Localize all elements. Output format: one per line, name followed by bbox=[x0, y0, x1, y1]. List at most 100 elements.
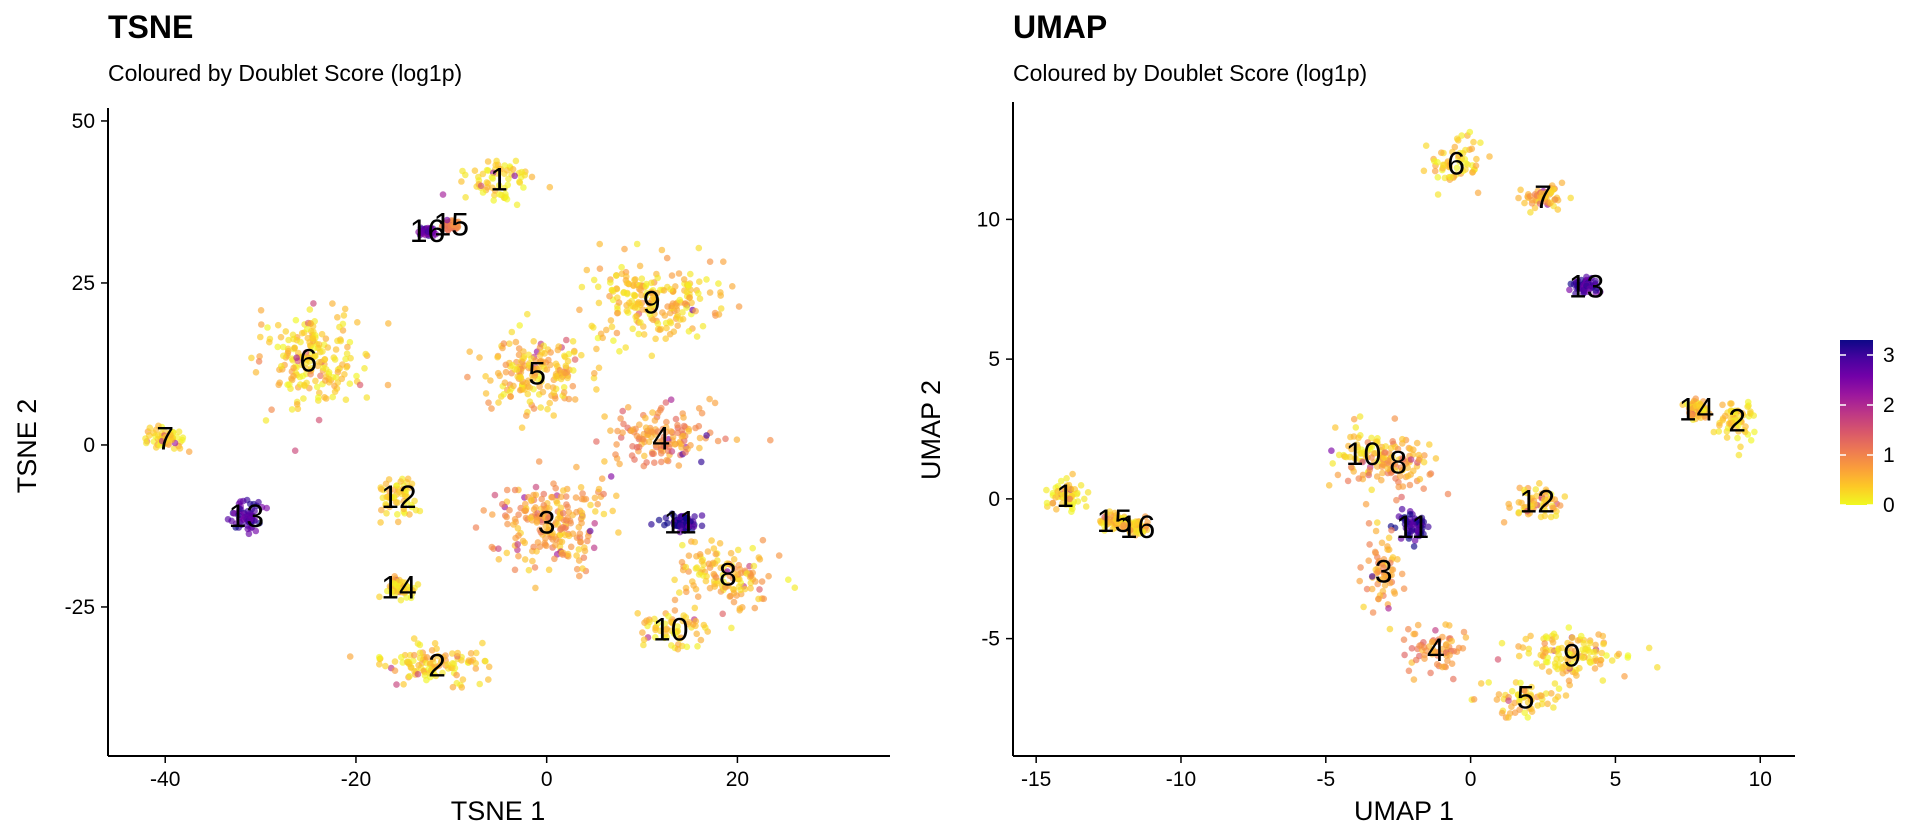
data-point bbox=[635, 443, 643, 451]
data-point bbox=[1596, 660, 1604, 668]
data-point bbox=[1386, 625, 1394, 633]
data-point bbox=[767, 436, 774, 444]
data-point bbox=[695, 405, 703, 412]
data-point bbox=[544, 405, 551, 413]
data-point bbox=[1366, 541, 1373, 548]
data-point bbox=[1735, 451, 1743, 459]
data-point bbox=[337, 337, 345, 345]
data-point bbox=[1397, 464, 1405, 471]
data-point bbox=[312, 352, 319, 360]
data-point bbox=[307, 370, 314, 378]
data-point bbox=[614, 427, 621, 435]
data-point bbox=[1555, 685, 1563, 692]
data-point bbox=[406, 484, 414, 491]
data-point bbox=[658, 458, 665, 466]
data-point bbox=[397, 596, 405, 604]
data-point bbox=[1356, 413, 1364, 420]
data-point bbox=[300, 395, 307, 402]
data-point bbox=[291, 344, 298, 352]
data-point bbox=[346, 380, 354, 388]
data-point bbox=[258, 321, 265, 328]
data-point bbox=[439, 191, 447, 198]
data-point bbox=[1357, 564, 1364, 571]
data-point bbox=[576, 306, 583, 314]
data-point bbox=[1552, 512, 1560, 520]
data-point bbox=[306, 306, 314, 313]
data-point bbox=[524, 310, 531, 318]
data-point bbox=[1434, 191, 1442, 198]
data-point bbox=[1531, 500, 1538, 508]
data-point bbox=[1353, 441, 1361, 448]
data-point bbox=[607, 427, 614, 435]
data-point bbox=[400, 587, 407, 594]
data-point bbox=[622, 344, 629, 351]
data-point bbox=[717, 289, 724, 296]
data-point bbox=[438, 658, 445, 665]
data-point bbox=[1359, 458, 1366, 466]
data-point bbox=[307, 320, 315, 328]
data-point bbox=[1621, 673, 1628, 680]
data-point bbox=[458, 178, 465, 185]
data-point bbox=[679, 315, 687, 323]
data-point bbox=[1446, 651, 1453, 659]
data-point bbox=[517, 373, 524, 381]
data-point bbox=[569, 382, 577, 390]
data-point bbox=[638, 291, 645, 299]
data-point bbox=[382, 502, 390, 509]
data-point bbox=[1396, 472, 1404, 480]
data-point bbox=[1381, 449, 1389, 456]
data-point bbox=[719, 610, 726, 618]
data-point bbox=[661, 620, 668, 627]
data-point bbox=[480, 507, 488, 514]
data-point bbox=[429, 655, 437, 663]
data-point bbox=[672, 283, 679, 290]
data-point bbox=[1615, 650, 1623, 658]
data-point bbox=[722, 435, 729, 443]
data-point bbox=[729, 283, 736, 290]
data-point bbox=[619, 429, 626, 437]
color-legend: 3 2 1 0 bbox=[1840, 340, 1895, 517]
data-point bbox=[627, 427, 635, 435]
data-point bbox=[243, 515, 250, 523]
data-point bbox=[634, 610, 641, 617]
data-point bbox=[573, 508, 580, 516]
data-point bbox=[715, 280, 722, 287]
data-point bbox=[1683, 400, 1691, 408]
data-point bbox=[593, 345, 600, 353]
data-point bbox=[294, 405, 302, 413]
data-point bbox=[526, 384, 534, 391]
data-point bbox=[310, 345, 317, 352]
data-point bbox=[382, 480, 390, 488]
data-point bbox=[479, 189, 487, 196]
y-tick-label: 5 bbox=[988, 348, 1000, 371]
data-point bbox=[698, 512, 706, 519]
data-point bbox=[594, 334, 602, 342]
data-point bbox=[664, 519, 671, 527]
data-point bbox=[1373, 473, 1381, 480]
data-point bbox=[255, 358, 263, 365]
data-point bbox=[530, 543, 537, 551]
data-point bbox=[635, 330, 642, 338]
data-point bbox=[395, 488, 403, 496]
data-point bbox=[1400, 585, 1408, 592]
data-point bbox=[1468, 145, 1476, 153]
data-point bbox=[1388, 526, 1395, 534]
cluster-label: 14 bbox=[381, 570, 417, 606]
data-point bbox=[752, 578, 759, 585]
data-point bbox=[699, 572, 707, 579]
data-point bbox=[1470, 696, 1478, 703]
data-point bbox=[586, 527, 594, 535]
data-point bbox=[1366, 466, 1373, 474]
data-point bbox=[730, 565, 738, 573]
data-point bbox=[495, 556, 503, 563]
data-point bbox=[603, 326, 610, 334]
data-point bbox=[556, 531, 564, 539]
data-point bbox=[1057, 477, 1065, 485]
data-point bbox=[600, 510, 608, 518]
data-point bbox=[1541, 640, 1548, 647]
data-point bbox=[257, 333, 264, 341]
data-point bbox=[376, 661, 383, 668]
data-point bbox=[1391, 460, 1399, 468]
data-point bbox=[1702, 414, 1709, 421]
data-point bbox=[530, 491, 537, 499]
